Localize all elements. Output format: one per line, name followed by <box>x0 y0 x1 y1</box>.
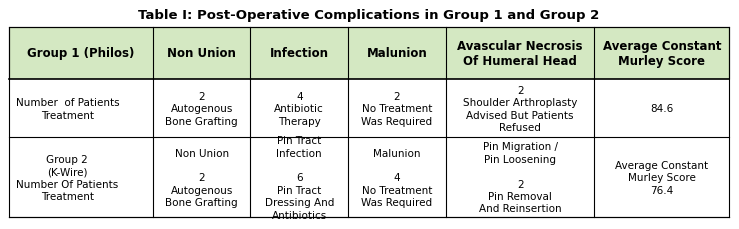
FancyBboxPatch shape <box>9 138 729 217</box>
Text: Pin Migration /
Pin Loosening

2
Pin Removal
And Reinsertion: Pin Migration / Pin Loosening 2 Pin Remo… <box>479 142 562 213</box>
Text: Infection: Infection <box>270 47 329 60</box>
Text: Non Union

2
Autogenous
Bone Grafting: Non Union 2 Autogenous Bone Grafting <box>166 148 238 207</box>
Text: Average Constant
Murley Score: Average Constant Murley Score <box>602 40 721 68</box>
Text: 2
Shoulder Arthroplasty
Advised But Patients
Refused: 2 Shoulder Arthroplasty Advised But Pati… <box>463 85 577 132</box>
FancyBboxPatch shape <box>9 27 729 80</box>
Text: 2
Autogenous
Bone Grafting: 2 Autogenous Bone Grafting <box>166 92 238 126</box>
Text: Group 1 (Philos): Group 1 (Philos) <box>27 47 134 60</box>
Text: 2
No Treatment
Was Required: 2 No Treatment Was Required <box>361 92 432 126</box>
Text: 4
Antibiotic
Therapy: 4 Antibiotic Therapy <box>274 92 324 126</box>
Text: Group 2
(K-Wire)
Number Of Patients
Treatment: Group 2 (K-Wire) Number Of Patients Trea… <box>16 154 118 201</box>
Text: Avascular Necrosis
Of Humeral Head: Avascular Necrosis Of Humeral Head <box>457 40 583 68</box>
Text: Malunion

4
No Treatment
Was Required: Malunion 4 No Treatment Was Required <box>361 148 432 207</box>
Text: Malunion: Malunion <box>367 47 427 60</box>
Text: Pin Tract
Infection

6
Pin Tract
Dressing And
Antibiotics: Pin Tract Infection 6 Pin Tract Dressing… <box>265 136 334 220</box>
Text: 84.6: 84.6 <box>650 104 673 114</box>
Text: Number  of Patients
Treatment: Number of Patients Treatment <box>16 98 120 120</box>
FancyBboxPatch shape <box>9 80 729 138</box>
Text: Table I: Post-Operative Complications in Group 1 and Group 2: Table I: Post-Operative Complications in… <box>138 9 599 22</box>
Text: Non Union: Non Union <box>167 47 236 60</box>
Text: Average Constant
Murley Score
76.4: Average Constant Murley Score 76.4 <box>616 160 709 195</box>
